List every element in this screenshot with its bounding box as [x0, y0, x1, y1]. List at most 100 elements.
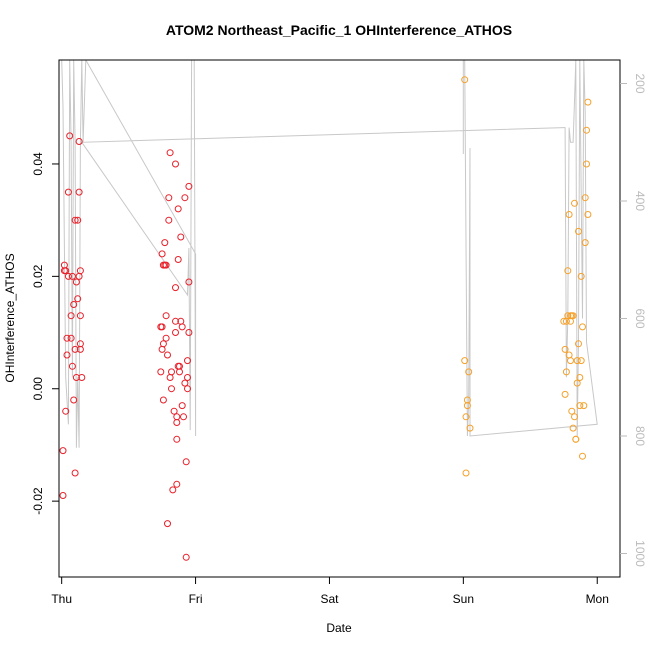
- y2-tick-label: 200: [633, 73, 647, 93]
- data-point: [567, 357, 574, 365]
- data-point: [466, 424, 474, 432]
- data-point: [76, 312, 84, 320]
- data-point: [181, 194, 189, 202]
- y2-tick-label: 600: [633, 308, 647, 328]
- data-point: [172, 160, 179, 168]
- y2-tick-label: 1000: [633, 540, 647, 567]
- data-point: [463, 402, 471, 410]
- data-point: [177, 233, 185, 241]
- data-point: [178, 402, 186, 410]
- data-point: [168, 368, 175, 376]
- y-axis-label: OHInterference_ATHOS: [3, 253, 17, 382]
- data-point: [583, 160, 590, 168]
- data-point: [75, 272, 83, 280]
- data-point: [184, 385, 191, 393]
- data-point: [158, 345, 166, 353]
- data-point: [569, 424, 577, 432]
- data-point: [465, 368, 473, 376]
- chart-title: ATOM2 Northeast_Pacific_1 OHInterference…: [166, 22, 512, 38]
- data-point: [176, 362, 183, 370]
- data-point: [577, 272, 585, 280]
- x-axis: Thu Fri Sat Sun Mon: [51, 577, 609, 606]
- data-point: [571, 199, 578, 207]
- data-point: [159, 340, 167, 348]
- data-point: [573, 357, 581, 365]
- data-point: [157, 368, 165, 376]
- data-point: [71, 216, 79, 224]
- data-point: [180, 413, 187, 421]
- data-point: [174, 205, 182, 213]
- data-point: [166, 149, 174, 157]
- data-point: [162, 312, 170, 320]
- data-point: [173, 419, 181, 426]
- data-point: [164, 520, 171, 528]
- data-point: [72, 278, 80, 286]
- data-point: [168, 385, 175, 393]
- data-point: [67, 312, 75, 320]
- x-tick-label: Sat: [320, 592, 339, 606]
- data-point: [162, 261, 170, 269]
- data-point: [67, 334, 75, 342]
- data-point: [181, 379, 189, 387]
- data-point: [583, 126, 590, 134]
- data-point: [461, 357, 469, 365]
- data-point: [63, 351, 71, 359]
- data-point: [76, 345, 84, 353]
- y2-tick-label: 800: [633, 426, 647, 446]
- data-point: [68, 362, 76, 370]
- data-point: [164, 351, 171, 359]
- data-point: [170, 407, 178, 415]
- data-point: [565, 211, 573, 218]
- data-point: [70, 301, 78, 308]
- x-tick-label: Mon: [586, 592, 609, 606]
- data-point: [169, 486, 177, 494]
- data-point: [575, 340, 582, 348]
- data-point: [71, 469, 79, 477]
- data-point: [173, 480, 181, 488]
- data-point: [165, 216, 173, 224]
- data-point: [462, 469, 470, 477]
- data-point: [165, 194, 173, 202]
- y-axis: -0.02 0.00 0.02 0.04: [31, 152, 59, 515]
- data-point: [572, 435, 580, 443]
- data-point: [161, 239, 169, 247]
- data-point: [62, 407, 70, 415]
- y-tick-label: 0.00: [31, 377, 45, 401]
- data-point: [158, 250, 166, 258]
- altitude-line: [61, 60, 598, 448]
- data-point: [576, 402, 584, 410]
- data-point: [162, 334, 170, 342]
- data-point: [577, 357, 585, 365]
- data-point: [185, 278, 193, 286]
- data-point: [584, 98, 592, 106]
- y-tick-label: 0.02: [31, 264, 45, 288]
- data-point: [571, 413, 578, 421]
- data-point: [561, 390, 569, 398]
- data-point: [576, 374, 584, 381]
- data-point: [584, 211, 592, 218]
- y-tick-label: 0.04: [31, 152, 45, 176]
- data-point: [568, 407, 576, 415]
- data-point: [173, 413, 181, 421]
- x-tick-label: Sun: [453, 592, 474, 606]
- data-point: [182, 458, 190, 466]
- data-point: [63, 334, 71, 342]
- data-point: [172, 329, 179, 336]
- x-axis-label: Date: [326, 621, 352, 635]
- data-point: [76, 267, 84, 275]
- data-point: [59, 447, 67, 455]
- plot-frame: [58, 59, 621, 578]
- data-point: [75, 138, 83, 145]
- data-point: [74, 295, 82, 303]
- data-point: [184, 357, 191, 365]
- data-point: [64, 272, 72, 280]
- data-point: [185, 182, 193, 190]
- data-point: [182, 553, 190, 561]
- y2-tick-label: 400: [633, 191, 647, 211]
- data-point: [569, 312, 577, 320]
- data-point: [573, 379, 581, 387]
- data-point: [564, 312, 572, 320]
- y-tick-label: -0.02: [31, 487, 45, 515]
- data-point: [71, 345, 79, 353]
- data-point: [564, 267, 572, 275]
